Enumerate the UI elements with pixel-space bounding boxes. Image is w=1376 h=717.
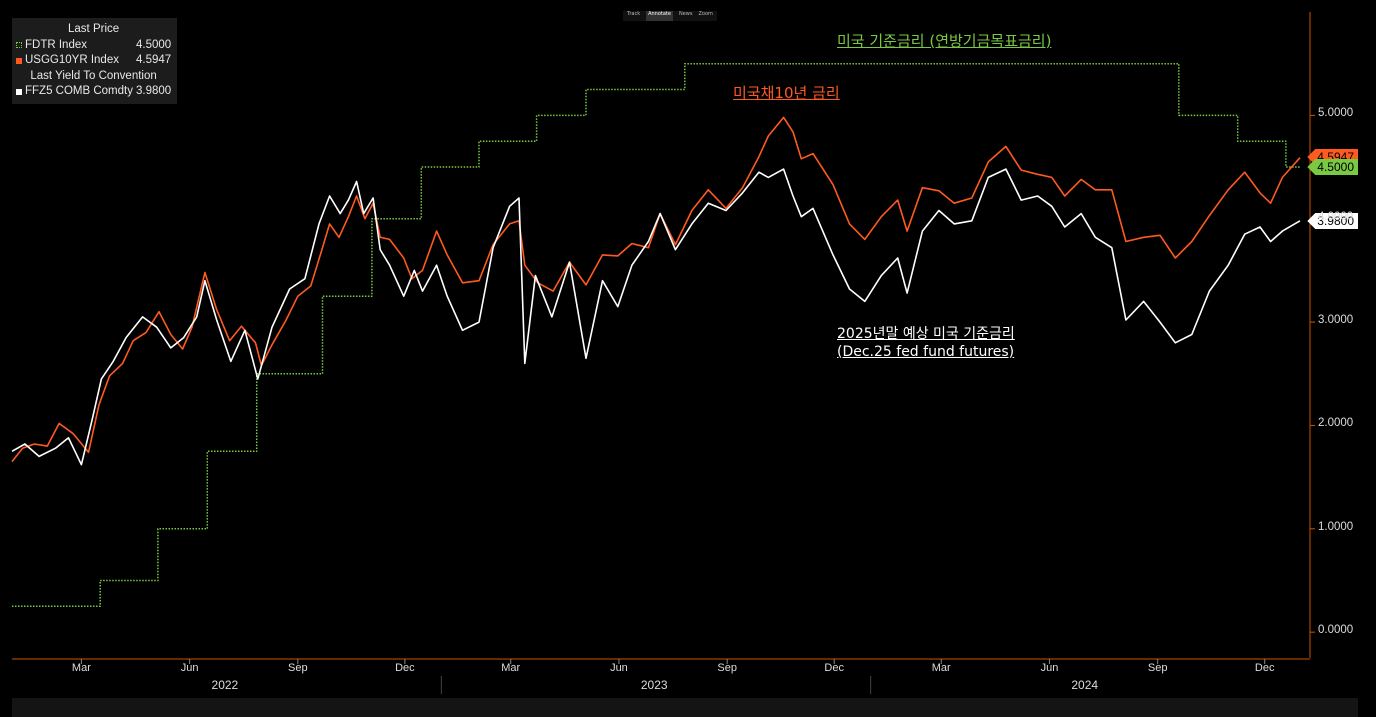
- series-layer: [11, 62, 1301, 608]
- y-tick-label: 0.0000: [1318, 624, 1354, 637]
- legend-label: FFZ5 COMB Comdty: [25, 85, 133, 97]
- x-tick-label: Sep: [288, 662, 308, 674]
- y-tick-label: 5.0000: [1318, 107, 1354, 120]
- news-button[interactable]: News: [678, 11, 693, 17]
- x-tick-label: Jun: [180, 662, 199, 674]
- legend-item-fdtr: FDTR Index 4.5000: [16, 38, 171, 54]
- series-ffz5: [11, 168, 1301, 466]
- legend-swatch-ffz5: [16, 88, 22, 95]
- annotation-fed-rate: 미국 기준금리 (연방기금목표금리): [837, 32, 1052, 50]
- x-tick-marks: [80, 659, 1266, 694]
- x-tick-label: Jun: [1040, 662, 1059, 674]
- x-year-label: 2024: [1071, 678, 1099, 692]
- x-tick-label: Sep: [717, 662, 737, 674]
- status-bar: [12, 698, 1358, 717]
- y-tick-marks: [1310, 114, 1315, 633]
- legend-value: 4.5000: [135, 38, 172, 51]
- series-fdtr: [12, 62, 1300, 608]
- legend: Last Price FDTR Index 4.5000 USGG10YR In…: [12, 18, 178, 104]
- x-tick-label: Dec: [395, 662, 415, 674]
- annotation-ffz5-line2: (Dec.25 fed fund futures): [837, 344, 1015, 360]
- x-tick-label: Dec: [824, 662, 844, 674]
- x-tick-label: Dec: [1254, 662, 1275, 674]
- legend-swatch-fdtr: [16, 42, 22, 49]
- x-year-label: 2022: [211, 678, 239, 692]
- chart-toolbar: Track Annotate News Zoom: [623, 11, 717, 21]
- legend-header: Last Price: [68, 23, 120, 35]
- y-tick-label: 3.0000: [1318, 314, 1354, 327]
- annotation-ffz5-line1: 2025년말 예상 미국 기준금리: [837, 326, 1015, 342]
- x-tick-label: Mar: [71, 662, 91, 674]
- last-value-ffz5: 3.9800: [1307, 213, 1358, 229]
- last-value-fdtr: 4.5000: [1307, 159, 1358, 175]
- x-tick-label: Mar: [931, 662, 951, 674]
- legend-label: USGG10YR Index: [25, 54, 119, 66]
- x-tick-label: Jun: [610, 662, 628, 674]
- x-tick-label: Mar: [501, 662, 521, 674]
- annotation-ust10: 미국채10년 금리: [733, 84, 840, 102]
- x-tick-label: Sep: [1147, 662, 1168, 674]
- x-year-label: 2023: [640, 678, 668, 692]
- legend-value: 3.9800: [135, 85, 172, 97]
- legend-swatch-ust10: [16, 57, 22, 64]
- track-button[interactable]: Track: [627, 11, 641, 17]
- plot-background: [12, 12, 1308, 658]
- zoom-button[interactable]: Zoom: [698, 11, 713, 17]
- legend-header-2: Last Yield To Convention: [30, 69, 157, 82]
- annotate-button[interactable]: Annotate: [646, 11, 673, 21]
- legend-label: FDTR Index: [25, 38, 87, 51]
- y-tick-label: 1.0000: [1318, 520, 1354, 533]
- legend-value: 4.5947: [135, 54, 172, 66]
- legend-item-ust10: USGG10YR Index 4.5947: [16, 53, 171, 69]
- y-tick-label: 4.0000: [1318, 210, 1354, 223]
- y-tick-label: 2.0000: [1318, 417, 1354, 430]
- legend-item-ffz5: FFZ5 COMB Comdty 3.9800: [16, 84, 171, 100]
